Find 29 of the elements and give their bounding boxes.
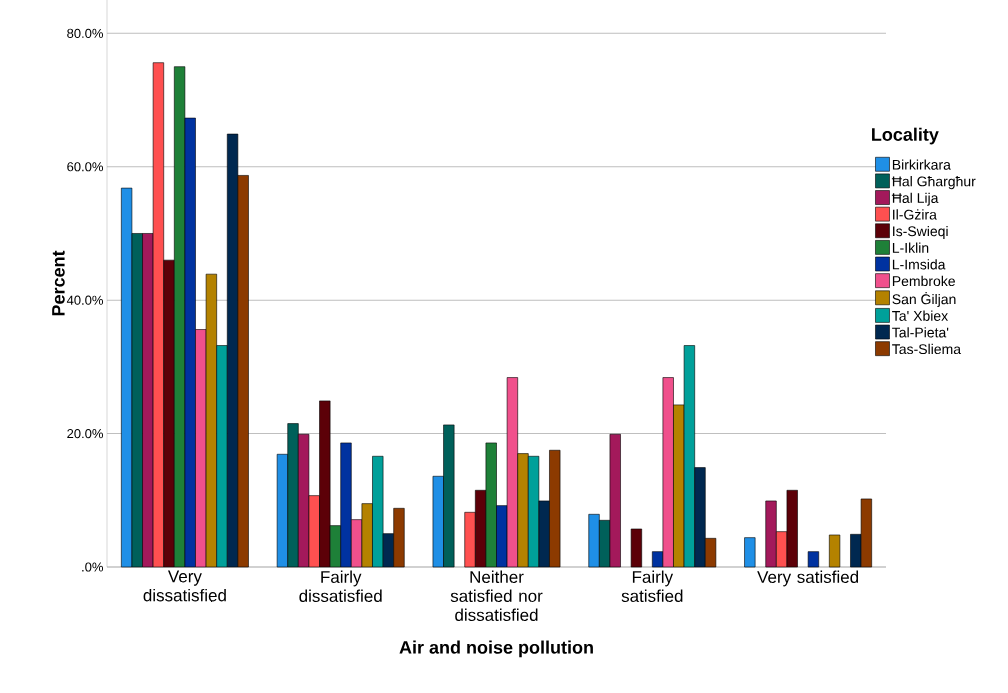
- legend-label: Tas-Sliema: [892, 343, 962, 355]
- legend-label: Pembroke: [892, 275, 955, 287]
- y-axis-title: Percent: [52, 250, 65, 316]
- legend-label: Ta' Xbiex: [892, 310, 948, 321]
- legend-label: Ħal Lija: [891, 192, 939, 206]
- x-tick-label: Very satisfied: [757, 570, 859, 587]
- bar: [744, 537, 756, 568]
- y-tick-label: 80.0%: [67, 28, 104, 38]
- x-tick-label: Neither satisfied nor dissatisfied: [450, 570, 543, 622]
- x-axis-title: Air and noise pollution: [399, 640, 593, 658]
- legend-label: Ħal Għargħur: [891, 176, 976, 190]
- legend-label: L-Imsida: [892, 259, 946, 270]
- legend-label: Tal-Pieta': [892, 327, 949, 338]
- legend-label: L-Iklin: [892, 242, 929, 253]
- legend-title: Locality: [872, 127, 939, 145]
- legend-label: San Ġiljan: [892, 291, 956, 308]
- x-tick-label: Very dissatisfied: [143, 570, 226, 602]
- x-tick-label: Fairly satisfied: [621, 570, 683, 603]
- y-tick-label: 40.0%: [66, 295, 104, 305]
- legend-label: Birkirkara: [892, 159, 951, 170]
- bar: [630, 528, 643, 568]
- bar: [829, 534, 841, 568]
- legend-label: Il-Gżira: [893, 209, 937, 220]
- y-tick-label: .0%: [82, 562, 104, 572]
- x-tick-label: Fairly dissatisfied: [299, 570, 382, 603]
- bar: [807, 551, 820, 568]
- y-tick-label: 60.0%: [67, 162, 104, 172]
- legend-label: Is-Swieqi: [893, 225, 948, 239]
- y-tick-label: 20.0%: [67, 428, 104, 439]
